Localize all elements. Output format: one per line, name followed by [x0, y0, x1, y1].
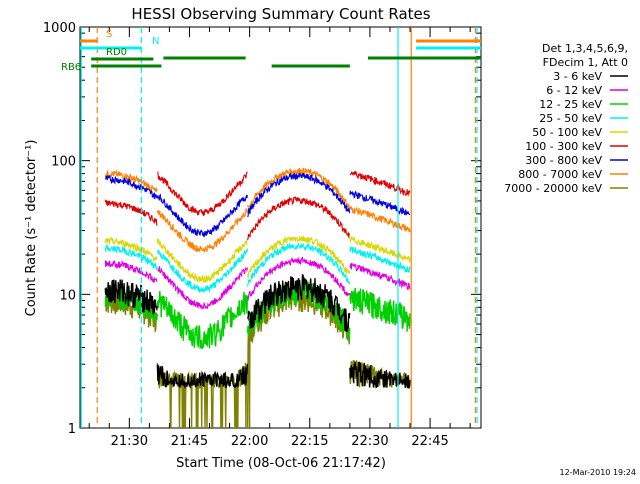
state-bar-label: RB6: [61, 62, 81, 73]
legend: Det 1,3,4,5,6,9,FDecim 1, Att 03 - 6 keV…: [504, 42, 628, 195]
y-axis-label: Count Rate (s⁻¹ detector⁻¹): [24, 140, 39, 317]
state-bar-label: RD0: [106, 47, 127, 58]
series-line: [104, 259, 158, 283]
series-line: [157, 266, 248, 310]
series-line: [349, 361, 411, 389]
y-tick-label: 1000: [43, 21, 76, 36]
legend-entry-label: 3 - 6 keV: [553, 70, 602, 83]
series-line: [247, 172, 351, 218]
series-line: [156, 248, 248, 293]
chart-title: HESSI Observing Summary Count Rates: [131, 5, 430, 23]
series-line: [349, 287, 411, 332]
legend-entry-label: 100 - 300 keV: [525, 140, 602, 153]
series-line: [247, 242, 351, 287]
y-tick-label: 1: [68, 422, 76, 437]
series-line: [104, 279, 158, 315]
x-tick-label: 22:00: [231, 434, 268, 449]
series-line: [104, 169, 158, 193]
y-tick-label: 10: [59, 288, 76, 303]
series-line: [156, 207, 248, 253]
series-line: [104, 199, 158, 226]
y-tick-label: 100: [51, 155, 76, 170]
plot-frame: [79, 26, 482, 429]
legend-entry-label: 12 - 25 keV: [539, 98, 602, 111]
legend-entry-label: 6 - 12 keV: [546, 84, 602, 97]
state-bar-label: N: [152, 36, 159, 47]
legend-header: FDecim 1, Att 0: [543, 56, 628, 69]
series-line: [349, 235, 411, 263]
legend-entry-label: 50 - 100 keV: [532, 126, 602, 139]
series-line: [104, 236, 158, 263]
x-tick-label: 22:30: [351, 434, 388, 449]
x-axis-label: Start Time (08-Oct-06 21:17:42): [176, 456, 386, 471]
series-line: [247, 167, 351, 210]
x-tick-label: 21:45: [171, 434, 208, 449]
legend-entry-label: 7000 - 20000 keV: [504, 182, 602, 195]
series-line: [156, 193, 248, 237]
series-line: [104, 243, 158, 270]
series-line: [246, 273, 351, 333]
series-line: [349, 206, 411, 232]
x-tick-label: 21:30: [111, 434, 148, 449]
series-line: [157, 171, 248, 217]
legend-entry-label: 300 - 800 keV: [525, 154, 602, 167]
legend-entry-label: 800 - 7000 keV: [518, 168, 602, 181]
series-line: [349, 190, 411, 216]
x-tick-label: 22:45: [411, 434, 448, 449]
footer-timestamp: 12-Mar-2010 19:24: [560, 468, 637, 477]
series-line: [349, 170, 411, 197]
series-line: [247, 235, 351, 279]
series-line: [349, 246, 411, 274]
series-line: [156, 290, 249, 350]
series-line: [247, 256, 351, 302]
x-tick-label: 22:15: [291, 434, 328, 449]
plot-area: 1 10 100 1000 21:30 21:45 22:00 22:15 22:30 22:45…: [43, 21, 482, 449]
legend-entry-label: 25 - 50 keV: [539, 112, 602, 125]
series-traces: [104, 167, 411, 428]
series-line: [247, 195, 351, 241]
series-line: [104, 174, 158, 200]
series-line: [156, 363, 249, 390]
state-bar-label: S: [106, 29, 112, 40]
series-line: [349, 262, 411, 291]
legend-header: Det 1,3,4,5,6,9,: [542, 42, 628, 55]
series-line: [156, 238, 248, 283]
